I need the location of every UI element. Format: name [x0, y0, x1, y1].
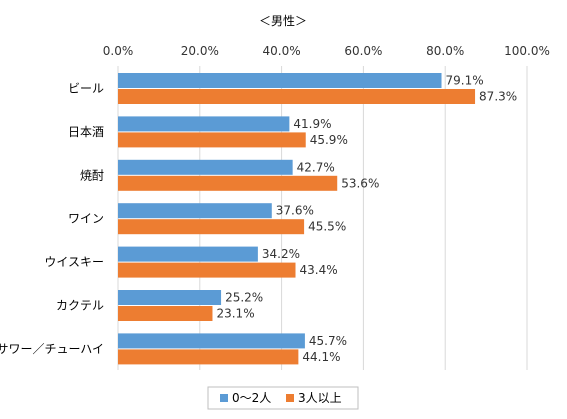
x-axis-ticks: 0.0% 20.0% 40.0% 60.0% 80.0% 100.0%: [103, 44, 550, 58]
x-tick-label: 60.0%: [344, 44, 382, 58]
data-label: 45.7%: [309, 334, 347, 348]
data-label: 34.2%: [262, 247, 300, 261]
legend-box: [207, 386, 359, 410]
bar-series2: [118, 132, 306, 148]
x-tick-label: 100.0%: [504, 44, 550, 58]
category-label: ビール: [68, 82, 104, 96]
category-label: 日本酒: [68, 125, 104, 139]
legend-entry: 3人以上: [298, 391, 342, 405]
bar-series2: [118, 219, 305, 235]
bars: [118, 73, 476, 365]
data-label: 79.1%: [446, 74, 484, 88]
x-tick-label: 20.0%: [181, 44, 219, 58]
bar-series2: [118, 262, 296, 278]
category-label: 焼酎: [80, 167, 104, 182]
category-label: カクテル: [56, 299, 104, 313]
bar-series2: [118, 306, 213, 321]
data-labels: 79.1% 87.3% 41.9% 45.9% 42.7% 53.6% 37.6% 45.5%…: [216, 74, 517, 364]
x-tick-label: 0.0%: [103, 44, 134, 58]
bar-series1: [118, 159, 293, 175]
data-label: 45.5%: [308, 220, 346, 234]
data-label: 25.2%: [225, 291, 263, 305]
category-label: サワー／チューハイ: [0, 342, 104, 356]
x-tick-label: 40.0%: [263, 44, 301, 58]
category-label: ワイン: [68, 212, 104, 226]
bar-series2: [118, 175, 338, 191]
legend-swatch: [286, 394, 294, 402]
chart-title: ＜男性＞: [259, 14, 307, 28]
data-label: 37.6%: [276, 204, 314, 218]
legend-entry: 0～2人: [232, 391, 271, 405]
bar-series1: [118, 116, 290, 132]
data-label: 23.1%: [216, 307, 254, 321]
data-label: 44.1%: [302, 350, 340, 364]
bar-series1: [118, 203, 272, 219]
bar-series2: [118, 89, 476, 104]
data-label: 43.4%: [300, 263, 338, 277]
data-label: 53.6%: [341, 176, 379, 190]
bar-series1: [118, 246, 258, 262]
data-label: 41.9%: [293, 117, 331, 131]
data-label: 45.9%: [310, 133, 348, 147]
data-label: 87.3%: [479, 90, 517, 104]
bar-series1: [118, 73, 442, 88]
category-label: ウイスキー: [44, 255, 104, 269]
x-tick-label: 80.0%: [426, 44, 464, 58]
legend-swatch: [220, 394, 228, 402]
legend: 0～2人 3人以上: [207, 386, 359, 410]
bar-series1: [118, 290, 222, 305]
data-label: 42.7%: [297, 160, 335, 174]
bar-series2: [118, 349, 299, 365]
bar-series1: [118, 333, 305, 349]
